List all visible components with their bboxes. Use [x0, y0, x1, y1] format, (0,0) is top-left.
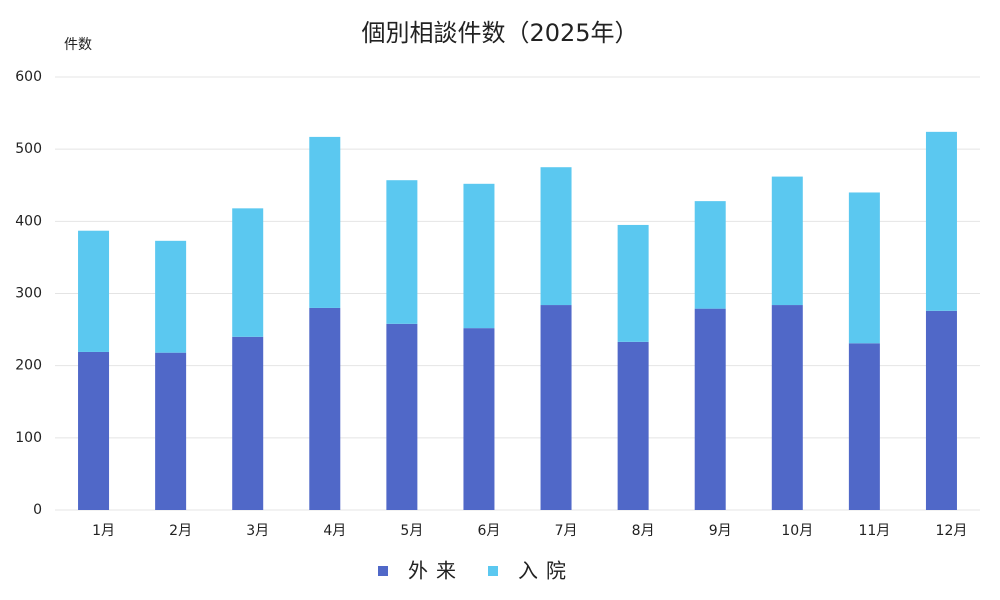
bar-segment	[78, 351, 110, 510]
bar-segment	[463, 183, 495, 329]
bar-segment	[155, 352, 187, 510]
bar-segment	[540, 167, 572, 306]
bar-segment	[540, 305, 572, 510]
bar-segment	[694, 201, 726, 309]
y-tick-label: 400	[15, 213, 42, 229]
legend-label: 外来	[408, 559, 464, 583]
bar-segment	[78, 230, 110, 352]
bar-segment	[771, 176, 803, 306]
bar-segment	[309, 307, 341, 510]
bar-segment	[386, 323, 418, 510]
bar-segment	[771, 305, 803, 510]
bar-segment	[848, 343, 880, 510]
x-tick-label: 3月	[246, 523, 269, 539]
y-tick-label: 500	[15, 141, 42, 157]
x-tick-label: 11月	[858, 523, 890, 539]
x-tick-label: 7月	[555, 523, 578, 539]
x-tick-label: 4月	[323, 523, 346, 539]
y-tick-label: 300	[15, 286, 42, 302]
bar-segment	[309, 136, 341, 308]
bar-segment	[925, 310, 957, 510]
bar-segment	[386, 180, 418, 324]
x-tick-label: 12月	[936, 523, 968, 539]
y-tick-label: 0	[33, 502, 42, 518]
y-tick-label: 100	[15, 430, 42, 446]
legend-swatch	[378, 566, 388, 576]
legend-swatch	[488, 566, 498, 576]
bar-segment	[232, 208, 264, 337]
bar-segment	[232, 336, 264, 510]
bar-segment	[617, 224, 649, 342]
x-tick-label: 10月	[781, 523, 813, 539]
bar-segment	[848, 192, 880, 344]
y-tick-label: 200	[15, 358, 42, 374]
chart-title: 個別相談件数（2025年）	[361, 19, 638, 47]
legend-label: 入院	[518, 559, 574, 583]
y-axis-label: 件数	[64, 37, 92, 53]
bar-segment	[617, 341, 649, 510]
bar-segment	[694, 308, 726, 510]
bar-segment	[463, 328, 495, 510]
x-tick-label: 6月	[477, 523, 500, 539]
x-tick-label: 5月	[400, 523, 423, 539]
bar-segment	[155, 240, 187, 353]
x-tick-label: 9月	[709, 523, 732, 539]
bar-segment	[925, 131, 957, 311]
x-tick-label: 1月	[92, 523, 115, 539]
x-tick-label: 2月	[169, 523, 192, 539]
x-tick-label: 8月	[632, 523, 655, 539]
y-tick-label: 600	[15, 69, 42, 85]
